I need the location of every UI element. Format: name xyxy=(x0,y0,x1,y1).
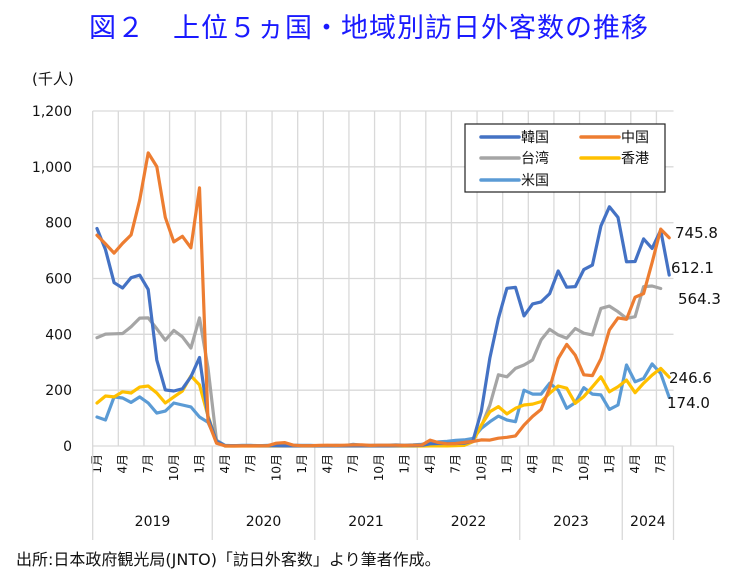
y-tick-label: 200 xyxy=(45,383,72,399)
y-tick-label: 1,200 xyxy=(32,104,72,120)
year-label: 2023 xyxy=(553,514,589,530)
x-tick-label: 10月 xyxy=(269,454,283,481)
end-label-1: 745.8 xyxy=(675,224,718,242)
y-tick-label: 0 xyxy=(63,439,72,455)
series-line-0 xyxy=(95,205,671,448)
end-label-0: 612.1 xyxy=(671,259,714,277)
x-tick-label: 10月 xyxy=(474,454,488,481)
x-tick-label: 7月 xyxy=(244,454,258,474)
chart-title: 図２ 上位５ヵ国・地域別訪日外客数の推移 xyxy=(89,13,649,44)
y-axis-unit-label: (千人) xyxy=(32,70,74,88)
x-tick-label: 7月 xyxy=(551,454,565,474)
year-label: 2020 xyxy=(246,514,282,530)
x-tick-label: 10月 xyxy=(167,454,181,481)
end-value-labels: 612.1 745.8 564.3 246.6 174.0 xyxy=(667,224,721,412)
end-label-3: 246.6 xyxy=(669,369,712,387)
series-line-1 xyxy=(95,151,671,448)
x-tick-label: 10月 xyxy=(577,454,591,481)
x-axis: 1月 4月 7月 10月 1月 4月 7月 10月 1月 4月 7月 10月 1月 4月 7月 10月 1月 4月… xyxy=(90,446,675,540)
x-tick-label: 1月 xyxy=(602,454,616,474)
x-tick-label: 1月 xyxy=(397,454,411,474)
year-label: 2021 xyxy=(348,514,384,530)
x-tick-label: 7月 xyxy=(654,454,668,474)
y-axis-ticks: 0 200 400 600 800 1,000 1,200 xyxy=(32,104,72,455)
end-label-2: 564.3 xyxy=(678,290,721,308)
series-line-2 xyxy=(95,284,663,448)
x-tick-label: 4月 xyxy=(218,454,232,474)
x-tick-label: 1月 xyxy=(90,454,104,474)
x-tick-label: 1月 xyxy=(500,454,514,474)
source-note: 出所:日本政府観光局(JNTO)「訪日外客数」より筆者作成。 xyxy=(16,550,441,569)
y-tick-label: 800 xyxy=(45,216,72,232)
x-tick-label: 7月 xyxy=(141,454,155,474)
series-lines xyxy=(95,151,671,448)
y-tick-label: 600 xyxy=(45,272,72,288)
y-tick-label: 400 xyxy=(45,327,72,343)
x-tick-label: 1月 xyxy=(295,454,309,474)
x-tick-label: 4月 xyxy=(321,454,335,474)
legend-label: 香港 xyxy=(621,151,649,167)
x-tick-label: 7月 xyxy=(449,454,463,474)
x-tick-label: 1月 xyxy=(192,454,206,474)
x-tick-label: 10月 xyxy=(372,454,386,481)
legend-label: 韓国 xyxy=(521,130,549,146)
year-label: 2022 xyxy=(451,514,487,530)
x-tick-label: 4月 xyxy=(116,454,130,474)
x-tick-label: 4月 xyxy=(423,454,437,474)
legend-label: 中国 xyxy=(621,130,649,146)
x-tick-label: 7月 xyxy=(346,454,360,474)
x-tick-label: 4月 xyxy=(526,454,540,474)
x-tick-label: 4月 xyxy=(628,454,642,474)
y-tick-label: 1,000 xyxy=(32,160,72,176)
legend-label: 米国 xyxy=(521,173,549,189)
end-label-4: 174.0 xyxy=(667,394,710,412)
year-label: 2019 xyxy=(135,514,171,530)
series-line-3 xyxy=(95,366,671,448)
year-label: 2024 xyxy=(630,514,666,530)
legend-label: 台湾 xyxy=(521,150,549,167)
